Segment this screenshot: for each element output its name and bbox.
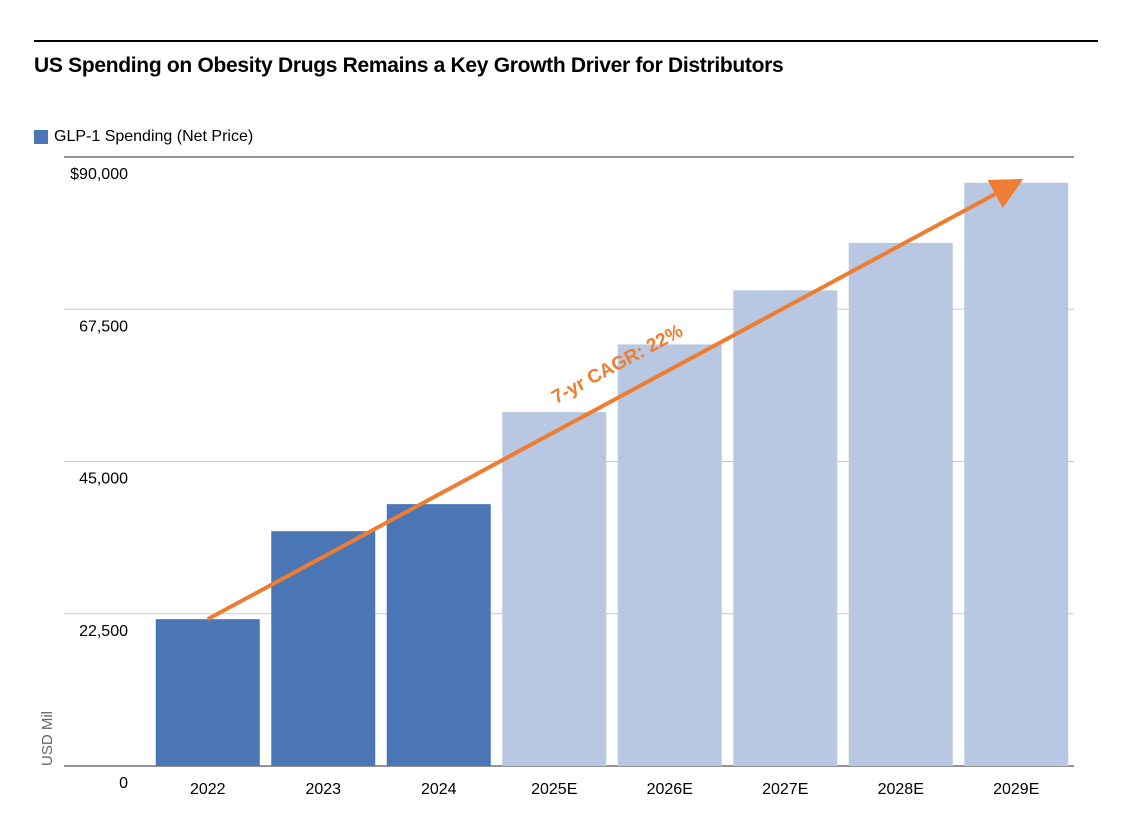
bar-2022	[155, 619, 260, 766]
bars	[155, 182, 1069, 767]
y-tick-label: 22,500	[79, 623, 128, 640]
bar-2027E	[733, 290, 838, 766]
y-tick-label: 67,500	[79, 318, 128, 335]
y-axis-title: USD Mil	[39, 711, 56, 766]
bar-2025E	[502, 412, 607, 766]
cagr-trend-arrow	[206, 178, 1024, 621]
bar-2029E	[964, 182, 1069, 767]
y-tick-label: 45,000	[79, 471, 128, 488]
x-tick-label: 2024	[421, 781, 457, 798]
x-tick-label: 2023	[305, 781, 341, 798]
bar-2024	[386, 504, 491, 766]
x-tick-label: 2022	[190, 781, 226, 798]
x-tick-label: 2027E	[762, 781, 808, 798]
x-tick-label: 2029E	[993, 781, 1039, 798]
bar-2026E	[617, 344, 722, 766]
chart-title: US Spending on Obesity Drugs Remains a K…	[34, 54, 784, 77]
top-rule	[34, 40, 1098, 42]
y-axis-ticks: 0 22,500 45,000 67,500 $90,000	[70, 166, 128, 792]
x-tick-label: 2025E	[531, 781, 577, 798]
bar-2023	[271, 531, 376, 766]
bar-2028E	[848, 242, 953, 767]
legend-swatch	[34, 130, 48, 144]
legend-label: GLP-1 Spending (Net Price)	[54, 128, 254, 145]
x-tick-label: 2028E	[878, 781, 924, 798]
x-tick-label: 2026E	[647, 781, 693, 798]
x-axis-ticks: 2022 2023 2024 2025E 2026E 2027E 2028E 2029E	[190, 781, 1039, 798]
y-tick-label: $90,000	[70, 166, 128, 183]
y-tick-label: 0	[119, 775, 128, 792]
legend: GLP-1 Spending (Net Price)	[34, 127, 253, 147]
